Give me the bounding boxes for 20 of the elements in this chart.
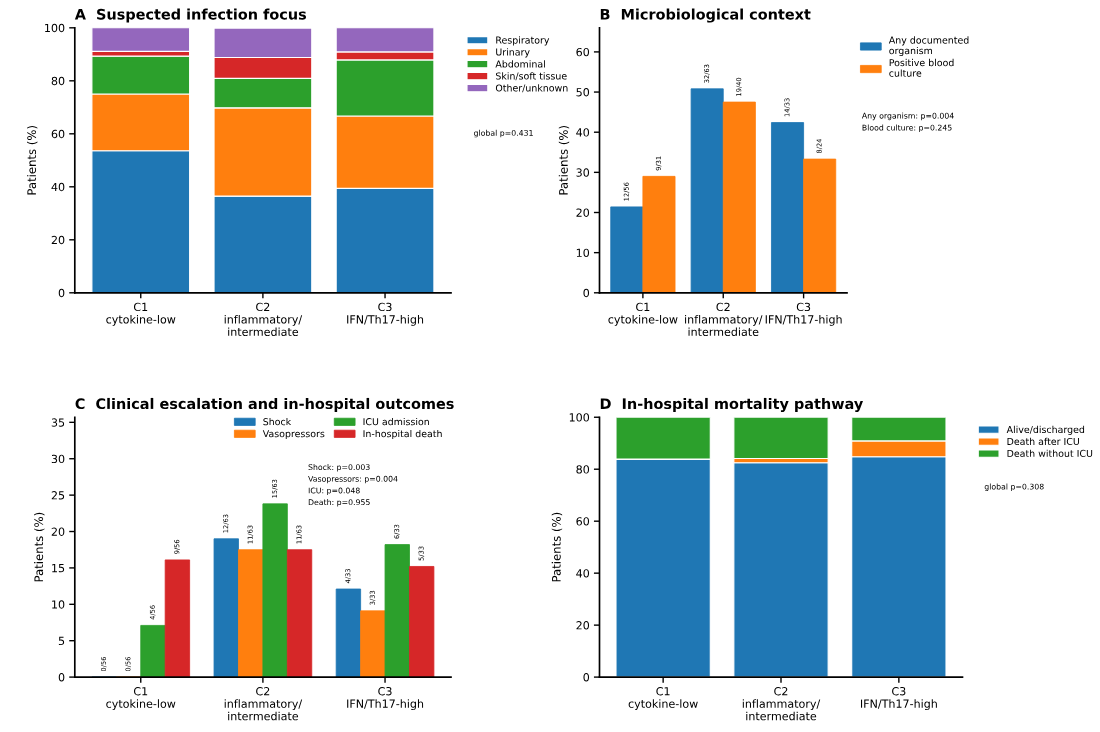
bar bbox=[610, 206, 644, 293]
bar bbox=[262, 503, 288, 678]
bar bbox=[771, 122, 805, 293]
bar bbox=[733, 417, 829, 460]
bar bbox=[690, 88, 724, 293]
bar bbox=[91, 27, 191, 52]
bar bbox=[803, 158, 837, 293]
bar bbox=[642, 175, 676, 293]
bar bbox=[360, 610, 386, 678]
bar bbox=[384, 544, 410, 678]
bar bbox=[286, 549, 313, 678]
bar bbox=[164, 559, 191, 678]
bar bbox=[335, 588, 362, 678]
bar bbox=[722, 101, 756, 293]
bar bbox=[733, 462, 829, 678]
bar bbox=[409, 566, 435, 678]
bar bbox=[238, 549, 264, 678]
bar bbox=[140, 625, 166, 678]
bar bbox=[335, 27, 435, 53]
bar bbox=[213, 538, 239, 678]
